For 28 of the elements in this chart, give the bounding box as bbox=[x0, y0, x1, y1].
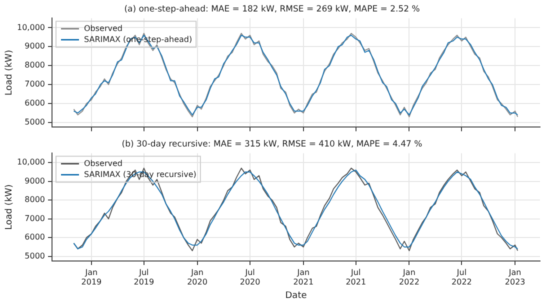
x-tick-label: Jul 2019 bbox=[134, 268, 154, 286]
x-tick-label: Jul 2020 bbox=[240, 268, 260, 286]
y-tick-label: 5000 bbox=[24, 251, 45, 260]
x-tick-label: Jan 2019 bbox=[81, 268, 102, 286]
y-tick-label: 9000 bbox=[24, 42, 45, 51]
x-tick-label: Jan 2023 bbox=[504, 268, 526, 286]
chart-title: (a) one-step-ahead: MAE = 182 kW, RMSE = 269 kW, MAPE = 2.52 % bbox=[124, 4, 420, 14]
y-tick-label: 7000 bbox=[24, 214, 45, 223]
y-tick-label: 8000 bbox=[24, 195, 45, 204]
y-tick-label: 6000 bbox=[24, 232, 45, 242]
legend-label: Observed bbox=[84, 24, 122, 33]
y-tick-label: 5000 bbox=[24, 118, 45, 127]
chart-title: (b) 30-day recursive: MAE = 315 kW, RMSE = 410 kW, MAPE = 4.47 % bbox=[122, 139, 422, 150]
x-axis-title: Date bbox=[285, 290, 308, 301]
x-tick-label: Jul 2021 bbox=[346, 268, 366, 286]
y-axis-title: Load (kW) bbox=[4, 50, 15, 96]
y-axis-title: Load (kW) bbox=[4, 184, 15, 230]
x-tick-label: Jul 2022 bbox=[452, 268, 472, 286]
x-tick-label: Jan 2022 bbox=[399, 268, 420, 286]
y-tick-label: 9000 bbox=[24, 176, 45, 186]
y-tick-label: 10,000 bbox=[17, 158, 45, 167]
x-tick-label: Jan 2020 bbox=[187, 268, 208, 286]
y-tick-label: 8000 bbox=[24, 60, 45, 70]
y-tick-label: 6000 bbox=[24, 98, 45, 108]
legend-label: Observed bbox=[84, 158, 122, 168]
x-tick-label: Jan 2021 bbox=[293, 268, 314, 286]
y-tick-label: 10,000 bbox=[17, 22, 45, 32]
y-tick-label: 7000 bbox=[24, 80, 45, 89]
